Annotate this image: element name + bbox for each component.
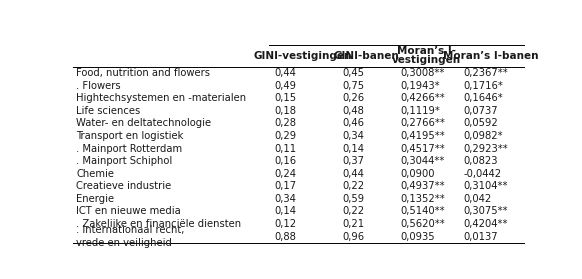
Text: 0,3104**: 0,3104** [464, 181, 508, 191]
Text: 0,4204**: 0,4204** [464, 219, 508, 229]
Text: 0,22: 0,22 [342, 206, 364, 217]
Text: 0,14: 0,14 [342, 144, 364, 153]
Text: 0,34: 0,34 [342, 131, 364, 141]
Text: 0,34: 0,34 [274, 194, 296, 204]
Text: Chemie: Chemie [76, 169, 114, 179]
Text: Water- en deltatechnologie: Water- en deltatechnologie [76, 118, 211, 128]
Text: 0,18: 0,18 [274, 106, 296, 116]
Text: vestigingen: vestigingen [392, 55, 462, 65]
Text: . Mainport Rotterdam: . Mainport Rotterdam [76, 144, 183, 153]
Text: 0,28: 0,28 [274, 118, 296, 128]
Text: 0,46: 0,46 [342, 118, 364, 128]
Text: 0,44: 0,44 [274, 68, 296, 78]
Text: 0,4937**: 0,4937** [400, 181, 445, 191]
Text: 0,96: 0,96 [342, 232, 364, 242]
Text: 0,49: 0,49 [274, 81, 296, 91]
Text: 0,4517**: 0,4517** [400, 144, 445, 153]
Text: 0,0935: 0,0935 [400, 232, 435, 242]
Text: 0,1119*: 0,1119* [400, 106, 441, 116]
Text: . Zakelijke en financiële diensten: . Zakelijke en financiële diensten [76, 219, 242, 229]
Text: 0,48: 0,48 [342, 106, 364, 116]
Text: 0,15: 0,15 [274, 93, 296, 103]
Text: 0,1943*: 0,1943* [400, 81, 441, 91]
Text: 0,0592: 0,0592 [464, 118, 499, 128]
Text: Life sciences: Life sciences [76, 106, 141, 116]
Text: 0,4195**: 0,4195** [400, 131, 445, 141]
Text: 0,75: 0,75 [342, 81, 364, 91]
Text: -0,0442: -0,0442 [464, 169, 502, 179]
Text: ICT en nieuwe media: ICT en nieuwe media [76, 206, 181, 217]
Text: GINI-banen: GINI-banen [333, 51, 399, 61]
Text: 0,3044**: 0,3044** [400, 156, 445, 166]
Text: Food, nutrition and flowers: Food, nutrition and flowers [76, 68, 210, 78]
Text: 0,26: 0,26 [342, 93, 364, 103]
Text: 0,1646*: 0,1646* [464, 93, 503, 103]
Text: 0,1352**: 0,1352** [400, 194, 445, 204]
Text: 0,0737: 0,0737 [464, 106, 498, 116]
Text: Creatieve industrie: Creatieve industrie [76, 181, 172, 191]
Text: 0,22: 0,22 [342, 181, 364, 191]
Text: Hightechsystemen en -materialen: Hightechsystemen en -materialen [76, 93, 247, 103]
Text: 0,11: 0,11 [274, 144, 296, 153]
Text: 0,24: 0,24 [274, 169, 296, 179]
Text: 0,2923**: 0,2923** [464, 144, 509, 153]
Text: 0,59: 0,59 [342, 194, 364, 204]
Text: 0,5140**: 0,5140** [400, 206, 445, 217]
Text: 0,17: 0,17 [274, 181, 296, 191]
Text: 0,3008**: 0,3008** [400, 68, 445, 78]
Text: 0,4266**: 0,4266** [400, 93, 445, 103]
Text: 0,14: 0,14 [274, 206, 296, 217]
Text: GINI-vestigingen: GINI-vestigingen [254, 51, 352, 61]
Text: 0,1716*: 0,1716* [464, 81, 503, 91]
Text: 0,44: 0,44 [342, 169, 364, 179]
Text: 0,12: 0,12 [274, 219, 296, 229]
Text: 0,0823: 0,0823 [464, 156, 498, 166]
Text: Moran’s I-: Moran’s I- [398, 46, 456, 56]
Text: Moran’s I-banen: Moran’s I-banen [443, 51, 539, 61]
Text: 0,042: 0,042 [464, 194, 492, 204]
Text: . Internationaal recht,
vrede en veiligheid: . Internationaal recht, vrede en veiligh… [76, 225, 184, 248]
Text: . Mainport Schiphol: . Mainport Schiphol [76, 156, 173, 166]
Text: . Flowers: . Flowers [76, 81, 121, 91]
Text: 0,16: 0,16 [274, 156, 296, 166]
Text: 0,2766**: 0,2766** [400, 118, 446, 128]
Text: 0,5620**: 0,5620** [400, 219, 445, 229]
Text: 0,21: 0,21 [342, 219, 364, 229]
Text: 0,0137: 0,0137 [464, 232, 498, 242]
Text: 0,3075**: 0,3075** [464, 206, 509, 217]
Text: 0,2367**: 0,2367** [464, 68, 509, 78]
Text: Energie: Energie [76, 194, 115, 204]
Text: 0,29: 0,29 [274, 131, 296, 141]
Text: 0,0900: 0,0900 [400, 169, 435, 179]
Text: 0,37: 0,37 [342, 156, 364, 166]
Text: Transport en logistiek: Transport en logistiek [76, 131, 184, 141]
Text: 0,88: 0,88 [274, 232, 296, 242]
Text: 0,45: 0,45 [342, 68, 364, 78]
Text: 0,0982*: 0,0982* [464, 131, 503, 141]
